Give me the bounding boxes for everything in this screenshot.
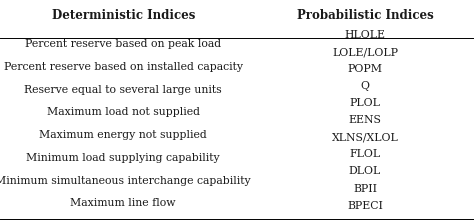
Text: Reserve equal to several large units: Reserve equal to several large units	[25, 85, 222, 95]
Text: BPECI: BPECI	[347, 200, 383, 211]
Text: Maximum load not supplied: Maximum load not supplied	[47, 107, 200, 117]
Text: Probabilistic Indices: Probabilistic Indices	[297, 9, 433, 22]
Text: EENS: EENS	[348, 115, 382, 126]
Text: LOLE/LOLP: LOLE/LOLP	[332, 47, 398, 57]
Text: PLOL: PLOL	[349, 98, 381, 109]
Text: XLNS/XLOL: XLNS/XLOL	[332, 132, 398, 143]
Text: Maximum line flow: Maximum line flow	[71, 198, 176, 208]
Text: FLOL: FLOL	[349, 149, 381, 160]
Text: Percent reserve based on installed capacity: Percent reserve based on installed capac…	[4, 62, 243, 72]
Text: HLOLE: HLOLE	[345, 30, 385, 40]
Text: BPII: BPII	[353, 183, 377, 194]
Text: DLOL: DLOL	[349, 166, 381, 177]
Text: Minimum load supplying capability: Minimum load supplying capability	[27, 153, 220, 163]
Text: POPM: POPM	[347, 64, 383, 74]
Text: Deterministic Indices: Deterministic Indices	[52, 9, 195, 22]
Text: Percent reserve based on peak load: Percent reserve based on peak load	[25, 39, 221, 49]
Text: Maximum energy not supplied: Maximum energy not supplied	[39, 130, 207, 140]
Text: Q: Q	[361, 81, 369, 91]
Text: Minimum simultaneous interchange capability: Minimum simultaneous interchange capabil…	[0, 176, 251, 186]
